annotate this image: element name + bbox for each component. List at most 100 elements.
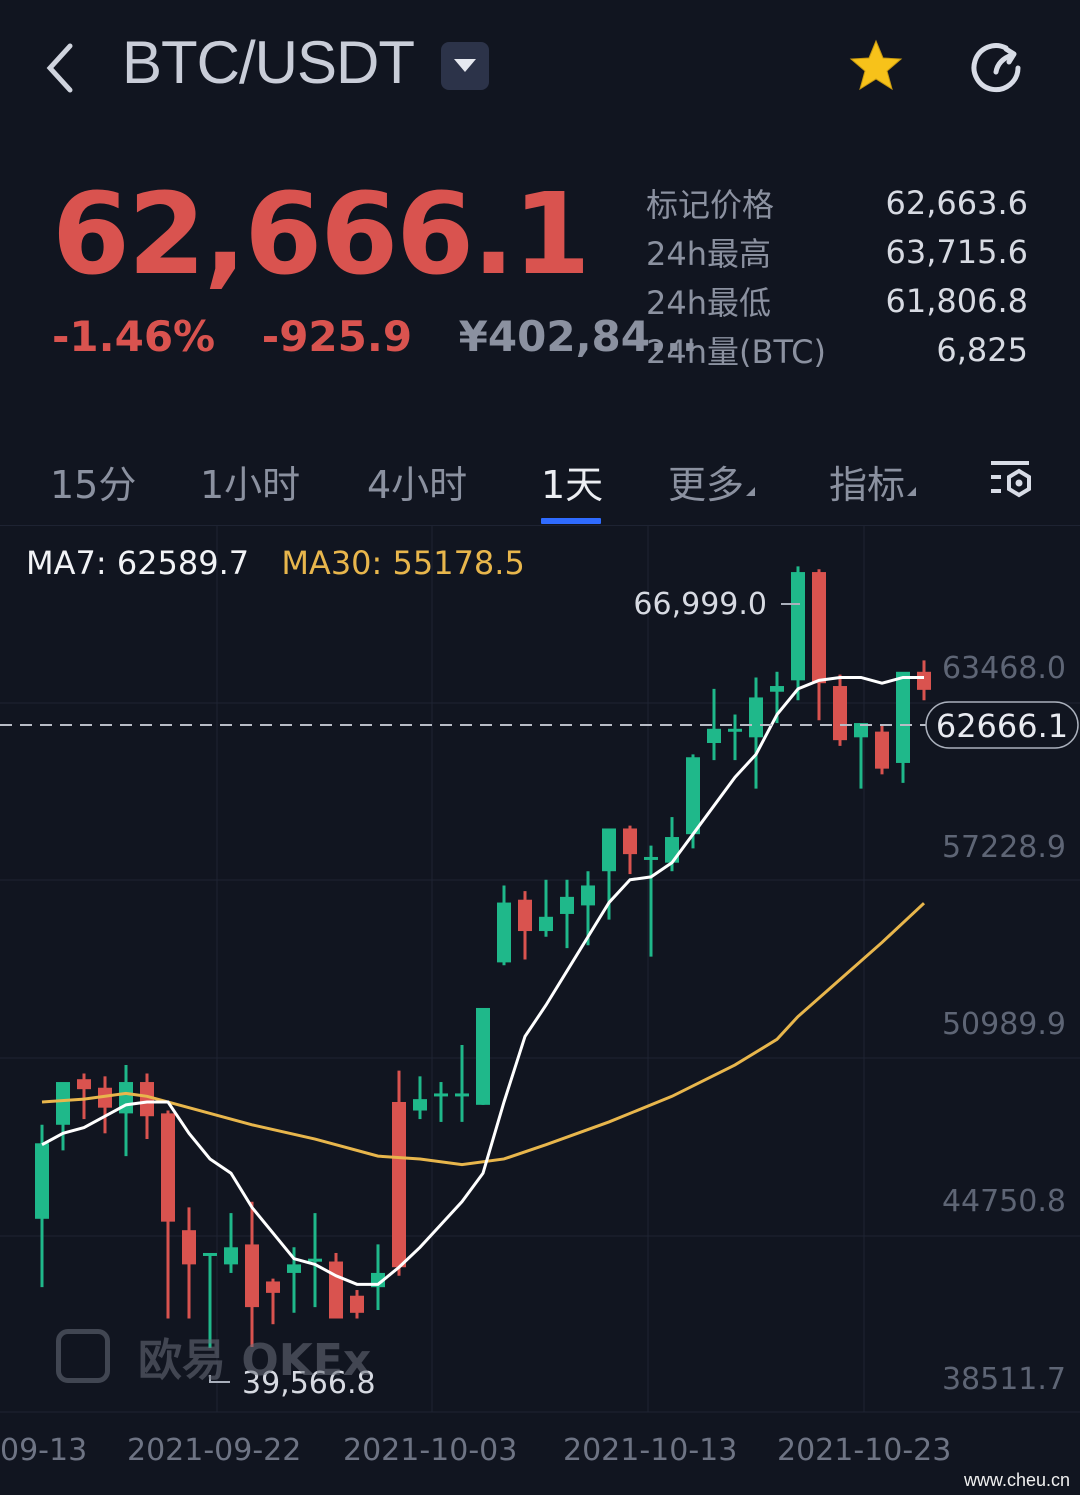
candle <box>161 1110 175 1319</box>
tab-15m[interactable]: 15分 <box>50 454 136 509</box>
candle <box>707 688 721 761</box>
candle <box>644 845 658 957</box>
share-button[interactable] <box>966 38 1026 98</box>
change-percent: -1.46% <box>52 312 216 361</box>
pair-dropdown-button[interactable] <box>441 42 489 90</box>
candle <box>896 671 910 783</box>
stat-24h-volume: 24h量(BTC) 6,825 <box>646 325 1028 374</box>
favorite-button[interactable] <box>848 38 904 94</box>
tab-4h[interactable]: 4小时 <box>367 454 467 509</box>
ticker-stats: 标记价格 62,663.6 24h最高 63,715.6 24h最低 61,80… <box>646 178 1028 374</box>
tab-indicators[interactable]: 指标 <box>829 454 917 509</box>
change-row: -1.46% -925.9 ¥402,84... <box>52 312 730 361</box>
stat-24h-low: 24h最低 61,806.8 <box>646 276 1028 325</box>
change-amount: -925.9 <box>261 312 413 361</box>
ma30-value: MA30: 55178.5 <box>281 544 525 582</box>
last-price: 62,666.1 <box>52 170 591 300</box>
candle <box>392 1070 406 1276</box>
x-axis-label: 2021-09-22 <box>127 1433 301 1468</box>
site-watermark: www.cheu.cn <box>963 1470 1070 1490</box>
stat-value: 61,806.8 <box>885 281 1029 320</box>
candle <box>119 1064 133 1157</box>
caret-icon <box>746 487 756 496</box>
candle <box>623 825 637 875</box>
chevron-left-icon <box>46 43 73 93</box>
candle <box>308 1213 322 1308</box>
header: BTC/USDT <box>0 0 1080 140</box>
tab-label: 指标 <box>829 463 906 507</box>
candle <box>329 1252 343 1319</box>
candle <box>791 566 805 701</box>
stat-value: 6,825 <box>936 330 1028 369</box>
stat-value: 63,715.6 <box>885 232 1029 271</box>
candle <box>602 828 616 920</box>
x-axis-label: 2021-10-23 <box>777 1433 951 1468</box>
y-axis-label: 63468.0 <box>942 651 1066 686</box>
ma30-line <box>41 902 926 1167</box>
candle <box>35 1124 49 1288</box>
stat-label: 标记价格 <box>646 185 775 224</box>
candle <box>434 1082 448 1122</box>
stat-mark-price: 标记价格 62,663.6 <box>646 178 1028 227</box>
candle <box>854 723 868 789</box>
back-button[interactable] <box>40 38 84 98</box>
watermark-text: 欧易 OKEx <box>138 1335 372 1386</box>
candle <box>917 660 931 701</box>
candle <box>371 1244 385 1310</box>
stat-label: 24h最高 <box>646 234 772 273</box>
candle <box>140 1073 154 1140</box>
stat-24h-high: 24h最高 63,715.6 <box>646 227 1028 276</box>
y-axis-label: 50989.9 <box>942 1007 1066 1042</box>
x-axis-label: 2021-10-13 <box>563 1433 737 1468</box>
chart-settings-button[interactable] <box>988 458 1034 504</box>
pair-title[interactable]: BTC/USDT <box>122 29 415 96</box>
y-axis-label: 44750.8 <box>942 1184 1066 1219</box>
tab-1d[interactable]: 1天 <box>541 454 603 509</box>
candle <box>455 1045 469 1122</box>
tab-label: 15分 <box>50 463 137 507</box>
stat-label: 24h量(BTC) <box>646 332 826 371</box>
candle <box>413 1076 427 1120</box>
candle <box>266 1278 280 1325</box>
candle <box>56 1082 70 1151</box>
watermark: 欧易 OKEx <box>56 1328 371 1386</box>
candle <box>245 1201 259 1347</box>
y-axis-label: 57228.9 <box>942 830 1066 865</box>
high-annotation: 66,999.0 <box>633 587 767 622</box>
tab-label: 4小时 <box>367 463 468 507</box>
candle <box>350 1290 364 1319</box>
candle <box>224 1213 238 1273</box>
candle <box>539 879 553 937</box>
ma-legend: MA7: 62589.7 MA30: 55178.5 <box>26 544 525 582</box>
ma7-value: MA7: 62589.7 <box>26 544 250 582</box>
caret-icon <box>907 487 917 496</box>
x-axis-label: 2021-10-03 <box>343 1433 517 1468</box>
cny-value: ¥402,84... <box>458 312 698 361</box>
share-icon <box>971 43 1021 93</box>
x-axis-label: 09-13 <box>0 1433 87 1468</box>
tab-label: 1小时 <box>200 463 301 507</box>
fullscreen-icon <box>56 1329 110 1383</box>
low-annotation: 39,566.8 <box>242 1366 376 1401</box>
y-axis-label: 38511.7 <box>942 1362 1066 1397</box>
candle <box>560 879 574 949</box>
current-price-label: 62666.1 <box>936 707 1068 745</box>
candle <box>98 1076 112 1134</box>
stat-value: 62,663.6 <box>885 183 1029 222</box>
candle <box>749 677 763 789</box>
tab-more[interactable]: 更多 <box>668 454 756 509</box>
candle <box>518 891 532 960</box>
candle <box>182 1207 196 1319</box>
candle <box>581 871 595 946</box>
tab-label: 更多 <box>668 463 745 507</box>
tab-1h[interactable]: 1小时 <box>200 454 300 509</box>
candle <box>728 714 742 761</box>
star-icon <box>849 39 903 91</box>
candle <box>875 725 889 775</box>
candle <box>812 569 826 721</box>
interval-tabs: 15分 1小时 4小时 1天 更多 指标 <box>0 440 1080 526</box>
active-tab-indicator <box>541 518 601 524</box>
stat-label: 24h最低 <box>646 283 772 322</box>
ma7-line <box>41 675 924 1286</box>
candlestick-chart[interactable]: 63468.0 57228.9 50989.9 44750.8 38511.7 09-13… <box>0 526 1080 1470</box>
